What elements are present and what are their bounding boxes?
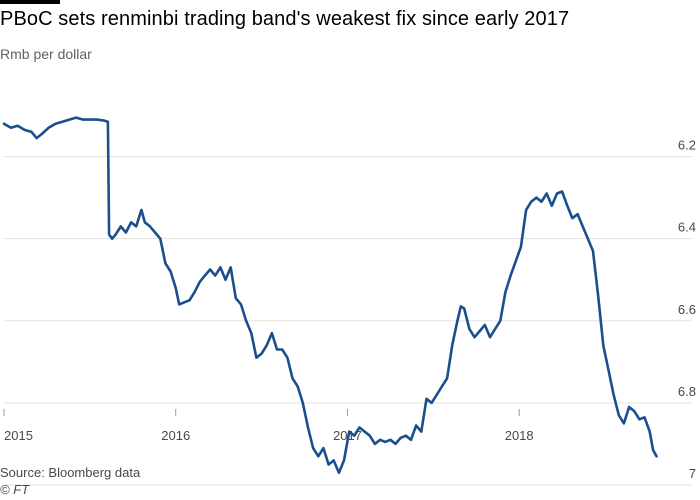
x-tick-label: 2018 (505, 428, 534, 443)
ft-credit: © FT (0, 482, 30, 497)
header-accent-bar (0, 0, 60, 4)
source-note: Source: Bloomberg data (0, 465, 141, 480)
gridlines (4, 156, 692, 486)
y-tick-label: 6.2 (678, 138, 696, 153)
y-axis: 6.2 6.4 6.6 6.8 7 (678, 138, 696, 481)
series-layer (2, 116, 658, 474)
y-tick-label: 7 (689, 466, 696, 481)
y-tick-label: 6.8 (678, 384, 696, 399)
y-tick-label: 6.4 (678, 220, 696, 235)
x-axis: 2015 2016 2017 2018 (3, 409, 534, 443)
x-tick-label: 2016 (161, 428, 190, 443)
chart-subtitle: Rmb per dollar (0, 46, 92, 62)
series-line (2, 116, 658, 474)
x-tick-label: 2015 (4, 428, 33, 443)
y-tick-label: 6.6 (678, 302, 696, 317)
chart-title: PBoC sets renminbi trading band's weakes… (0, 8, 570, 30)
